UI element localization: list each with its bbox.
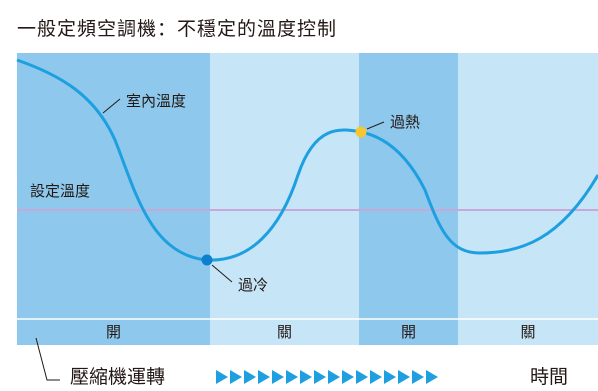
band-on-2: [359, 53, 458, 345]
overcool-marker: [201, 254, 213, 266]
time-arrow-icon: [314, 370, 326, 384]
time-arrow-icon: [286, 370, 298, 384]
time-arrow-icon: [300, 370, 312, 384]
time-arrow-icon: [356, 370, 368, 384]
time-arrow-row: [216, 370, 439, 384]
time-arrow-icon: [398, 370, 410, 384]
time-arrow-icon: [244, 370, 256, 384]
time-label: 時間: [530, 366, 569, 388]
compressor-state-4: 關: [520, 323, 536, 341]
compressor-operation-label: 壓縮機運轉: [70, 366, 166, 388]
time-arrow-icon: [370, 370, 382, 384]
diagram-title: 一般定頻空調機：不穩定的溫度控制: [17, 18, 338, 40]
time-arrow-icon: [258, 370, 270, 384]
time-arrow-icon: [328, 370, 340, 384]
leader-indoor: [102, 98, 121, 114]
label-set-temperature: 設定溫度: [30, 182, 91, 200]
time-arrow-icon: [342, 370, 354, 384]
compressor-state-2: 關: [276, 323, 292, 341]
time-arrow-icon: [272, 370, 284, 384]
leader-compressor: [35, 337, 60, 381]
overheat-marker: [355, 126, 367, 138]
compressor-state-3: 開: [400, 323, 416, 341]
indoor-temperature-curve: [16, 58, 598, 262]
label-overheat: 過熱: [390, 113, 421, 131]
band-off-2: [458, 53, 598, 345]
time-arrow-icon: [216, 370, 228, 384]
label-indoor-temperature: 室內溫度: [126, 92, 187, 110]
label-overcool: 過冷: [238, 276, 269, 294]
band-on-1: [17, 53, 210, 345]
time-arrow-icon: [230, 370, 242, 384]
leader-overheat: [366, 121, 385, 130]
time-arrow-icon: [426, 370, 438, 384]
time-arrow-icon: [412, 370, 424, 384]
leader-overcool: [211, 264, 233, 283]
band-off-1: [210, 53, 359, 345]
time-arrow-icon: [384, 370, 396, 384]
compressor-state-1: 開: [105, 323, 121, 341]
